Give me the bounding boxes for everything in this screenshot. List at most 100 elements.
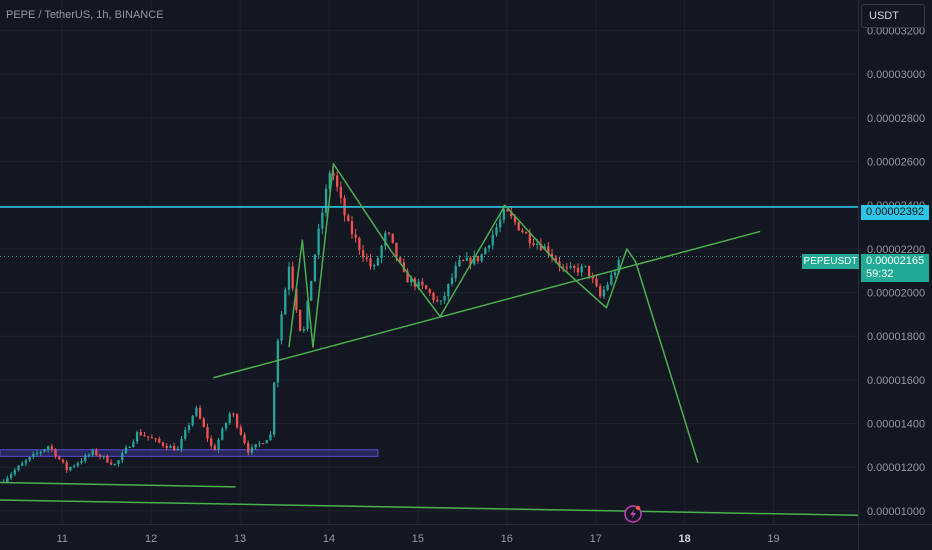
candle-body[interactable]	[202, 418, 205, 428]
candle-body[interactable]	[24, 460, 28, 464]
lower-support-line[interactable]	[0, 481, 236, 488]
candle-body[interactable]	[210, 438, 213, 446]
candle-body[interactable]	[232, 413, 235, 415]
candle-body[interactable]	[172, 445, 176, 451]
candle-body[interactable]	[39, 451, 42, 454]
candle-body[interactable]	[313, 254, 317, 281]
zigzag-pattern[interactable]	[288, 163, 699, 464]
candle-body[interactable]	[284, 289, 287, 315]
candle-body[interactable]	[480, 254, 483, 262]
candle-body[interactable]	[228, 413, 231, 423]
candle-body[interactable]	[417, 281, 420, 287]
candle-body[interactable]	[198, 407, 202, 419]
candle-body[interactable]	[554, 257, 557, 262]
candle-body[interactable]	[354, 234, 357, 238]
candle-body[interactable]	[206, 427, 209, 439]
candle-body[interactable]	[50, 446, 54, 450]
candle-body[interactable]	[165, 445, 168, 449]
candle-body[interactable]	[521, 230, 524, 233]
candle-body[interactable]	[350, 221, 354, 235]
candle-body[interactable]	[43, 449, 46, 452]
candle-body[interactable]	[21, 463, 24, 466]
candle-body[interactable]	[239, 427, 242, 435]
candle-body[interactable]	[573, 266, 576, 268]
candle-body[interactable]	[373, 265, 376, 267]
currency-unit-button[interactable]: USDT	[861, 4, 925, 28]
candle-body[interactable]	[510, 211, 513, 217]
candle-body[interactable]	[306, 300, 309, 330]
candle-body[interactable]	[424, 285, 428, 290]
candle-body[interactable]	[35, 453, 39, 455]
candle-body[interactable]	[224, 422, 228, 429]
candle-body[interactable]	[461, 260, 465, 262]
candle-body[interactable]	[428, 289, 431, 293]
candle-body[interactable]	[454, 266, 457, 278]
candle-body[interactable]	[150, 437, 154, 439]
candle-body[interactable]	[258, 443, 261, 445]
candle-body[interactable]	[117, 460, 120, 464]
candle-body[interactable]	[295, 288, 298, 310]
candle-body[interactable]	[17, 465, 20, 471]
candle-body[interactable]	[469, 257, 472, 265]
candle-body[interactable]	[547, 246, 550, 254]
candle-body[interactable]	[184, 429, 187, 439]
candle-body[interactable]	[361, 250, 365, 258]
candle-body[interactable]	[491, 234, 494, 246]
candle-body[interactable]	[536, 243, 539, 246]
candle-body[interactable]	[406, 271, 409, 283]
candle-body[interactable]	[328, 173, 331, 189]
candle-body[interactable]	[487, 245, 491, 249]
candle-body[interactable]	[447, 283, 450, 296]
candle-body[interactable]	[476, 256, 480, 262]
candle-body[interactable]	[243, 434, 246, 444]
candle-body[interactable]	[369, 258, 372, 267]
candle-body[interactable]	[499, 219, 502, 228]
event-marker[interactable]	[624, 505, 642, 523]
candle-body[interactable]	[280, 314, 283, 341]
candle-body[interactable]	[84, 455, 87, 462]
candle-body[interactable]	[135, 432, 139, 442]
candle-body[interactable]	[191, 415, 194, 426]
candle-body[interactable]	[610, 275, 613, 285]
candle-body[interactable]	[310, 280, 313, 301]
candle-body[interactable]	[87, 454, 91, 456]
candle-body[interactable]	[158, 438, 161, 443]
candle-body[interactable]	[336, 175, 339, 187]
candle-body[interactable]	[443, 295, 446, 301]
candle-body[interactable]	[376, 258, 380, 266]
candle-body[interactable]	[524, 232, 528, 234]
candle-body[interactable]	[76, 462, 79, 466]
candle-body[interactable]	[72, 465, 76, 467]
candle-body[interactable]	[143, 435, 146, 437]
candle-body[interactable]	[321, 212, 324, 229]
candle-body[interactable]	[617, 260, 620, 273]
candle-body[interactable]	[269, 434, 272, 441]
candle-body[interactable]	[317, 228, 320, 255]
candle-body[interactable]	[54, 449, 57, 457]
candle-body[interactable]	[121, 453, 124, 461]
candle-body[interactable]	[380, 245, 383, 259]
candle-body[interactable]	[528, 233, 531, 244]
candle-body[interactable]	[6, 477, 9, 482]
candle-body[interactable]	[235, 414, 239, 428]
candle-body[interactable]	[599, 286, 602, 297]
candle-body[interactable]	[465, 257, 468, 261]
candle-body[interactable]	[32, 453, 35, 458]
candle-body[interactable]	[398, 257, 402, 263]
support-zone-rect[interactable]	[0, 449, 379, 457]
candle-body[interactable]	[595, 278, 598, 287]
candle-body[interactable]	[287, 266, 291, 290]
candle-body[interactable]	[13, 470, 16, 475]
candle-body[interactable]	[365, 257, 368, 259]
candle-body[interactable]	[584, 265, 587, 267]
candle-body[interactable]	[273, 382, 276, 435]
candle-body[interactable]	[395, 242, 398, 258]
candle-body[interactable]	[80, 461, 83, 463]
candle-body[interactable]	[254, 444, 257, 448]
candle-body[interactable]	[358, 237, 361, 251]
candle-body[interactable]	[250, 447, 254, 453]
candle-body[interactable]	[147, 436, 150, 438]
candle-body[interactable]	[339, 186, 343, 198]
candle-body[interactable]	[495, 227, 498, 235]
candle-body[interactable]	[580, 266, 583, 273]
